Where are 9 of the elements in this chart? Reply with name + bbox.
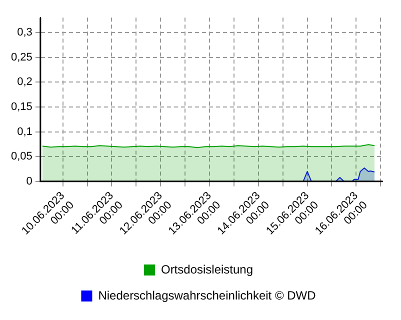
y-tick-label: 0,15: [10, 100, 32, 113]
legend-label: Ortsdosisleistung: [160, 262, 254, 276]
legend-label: Niederschlagswahrscheinlichkeit © DWD: [98, 288, 316, 302]
y-tick-label: 0: [26, 175, 32, 188]
y-tick-label: 0,1: [17, 126, 32, 138]
y-tick-label: 0,3: [17, 26, 32, 39]
y-tick-label: 0,05: [10, 150, 32, 163]
y-tick-label: 0,2: [17, 76, 32, 88]
y-tick-label: 0,25: [10, 51, 32, 64]
